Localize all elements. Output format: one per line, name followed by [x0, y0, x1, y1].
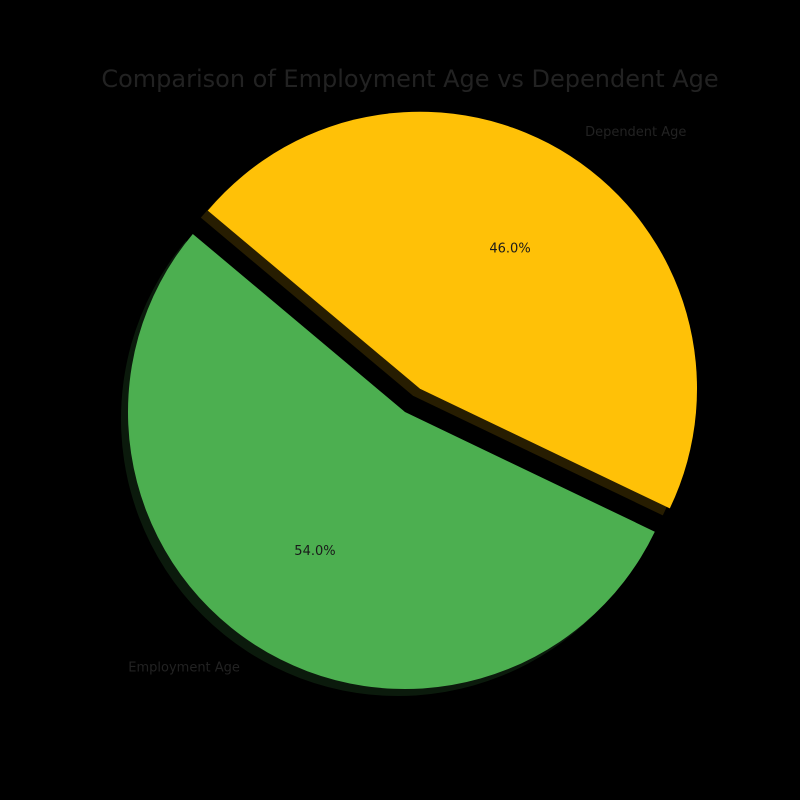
pie-slice-dependent-age — [207, 111, 698, 509]
pie-slice-employment-age — [128, 233, 655, 690]
slice-label-dependent-age: Dependent Age — [585, 125, 686, 140]
slice-percent-dependent-age: 46.0% — [489, 242, 530, 257]
slice-label-employment-age: Employment Age — [128, 661, 240, 676]
label-layer: Employment Age 54.0% Dependent Age 46.0% — [128, 125, 686, 676]
slice-percent-employment-age: 54.0% — [294, 544, 335, 559]
chart-title: Comparison of Employment Age vs Dependen… — [101, 65, 718, 93]
slice-layer — [128, 111, 698, 690]
